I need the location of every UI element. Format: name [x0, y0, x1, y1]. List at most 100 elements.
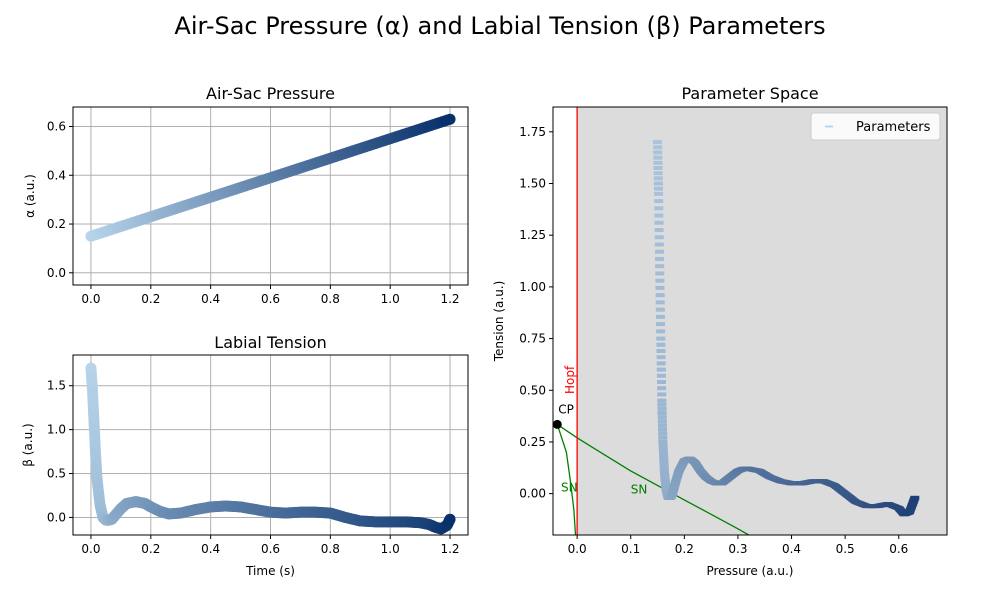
parameter-space-xtick-label: 0.4 [782, 542, 801, 556]
pressure-xtick-label: 0.6 [261, 292, 280, 306]
parameter-point [656, 373, 666, 378]
parameter-point [655, 314, 665, 319]
tension-xtick-label: 0.8 [321, 542, 340, 556]
legend: Parameters [810, 112, 941, 141]
parameter-point [659, 455, 669, 460]
parameter-point [910, 495, 920, 500]
tension-ytick-label: 1.5 [47, 379, 66, 393]
parameter-point [653, 171, 663, 176]
parameter-point [659, 452, 669, 457]
parameter-point [656, 336, 666, 341]
parameter-point [656, 361, 666, 366]
parameter-point [653, 145, 663, 150]
parameter-point [653, 160, 663, 165]
parameter-point [658, 446, 668, 451]
tension-title: Labial Tension [214, 333, 326, 352]
pressure-points [85, 113, 456, 242]
parameter-space-ytick-label: 1.00 [519, 280, 546, 294]
parameter-space-xtick-label: 0.3 [728, 542, 747, 556]
parameter-point [658, 449, 668, 454]
tension-xtick-label: 0.2 [141, 542, 160, 556]
pressure-ytick-label: 0.0 [47, 266, 66, 280]
parameter-point [654, 191, 664, 196]
parameter-point [659, 467, 669, 472]
parameter-point [653, 176, 663, 181]
pressure-ticks: 0.0 0.2 0.4 0.6 0.8 1.0 1.2 0.0 0.2 0.4 0.6 [47, 120, 460, 306]
parameter-point [658, 439, 668, 444]
parameter-space-xtick-label: 0.2 [675, 542, 694, 556]
parameter-space-ytick-label: 0.75 [519, 332, 546, 346]
parameter-point [657, 419, 667, 424]
tension-ylabel: β (a.u.) [21, 423, 35, 466]
parameter-space-axes-frame [552, 106, 948, 536]
pressure-panel: Air-Sac Pressure 0.0 0.2 0.4 0.6 0.8 1.0 1.20.… [23, 84, 469, 306]
tension-xtick-label: 1.0 [381, 542, 400, 556]
parameter-point [653, 150, 663, 155]
parameter-point [656, 348, 666, 353]
parameter-point [654, 199, 664, 204]
parameter-space-ylabel: Tension (a.u.) [492, 281, 506, 363]
pressure-ytick-label: 0.2 [47, 217, 66, 231]
parameter-point [657, 415, 667, 420]
cp-label: CP [558, 402, 574, 416]
sn-left-curve [556, 424, 577, 535]
parameter-space-ticks: 0.0 0.1 0.2 0.3 0.4 0.5 0.6 0.00 0.25 0.50 0.75 1.0… [519, 125, 908, 556]
parameter-point [659, 458, 669, 463]
parameter-point [657, 402, 667, 407]
parameter-point [657, 398, 667, 403]
pressure-xtick-label: 0.4 [201, 292, 220, 306]
parameter-point [654, 220, 664, 225]
parameter-point [656, 329, 666, 334]
parameter-space-ytick-label: 0.50 [519, 383, 546, 397]
parameter-point [657, 423, 667, 428]
parameter-space-panel: Parameter Space CP Hopf SN SN 0.0 0.1 0.2 0.3 0… [492, 84, 948, 578]
tension-ytick-label: 1.0 [47, 423, 66, 437]
parameter-point [658, 443, 668, 448]
parameter-space-xtick-label: 0.0 [568, 542, 587, 556]
parameter-point [658, 431, 668, 436]
parameter-space-xtick-label: 0.1 [621, 542, 640, 556]
parameter-space-xtick-label: 0.6 [889, 542, 908, 556]
parameter-point [656, 379, 666, 384]
parameter-space-ytick-label: 0.25 [519, 435, 546, 449]
parameter-point [654, 235, 664, 240]
tension-ticks: 0.0 0.2 0.4 0.6 0.8 1.0 1.2 0.0 0.5 1.0 1.5 [47, 379, 460, 556]
cp-point [552, 419, 562, 429]
tension-ytick-label: 0.0 [47, 510, 66, 524]
parameter-point [654, 249, 664, 254]
parameter-point [655, 307, 665, 312]
tension-points [85, 362, 456, 535]
parameter-point [657, 392, 667, 397]
parameter-point [657, 411, 667, 416]
sn-right-label: SN [631, 483, 648, 497]
sn-left-label: SN [561, 481, 578, 495]
parameter-point [653, 165, 663, 170]
parameter-space-ytick-label: 1.25 [519, 228, 546, 242]
bifurcation-curves [556, 107, 750, 535]
legend-label: Parameters [856, 120, 931, 135]
parameter-point [658, 435, 668, 440]
parameter-point [653, 186, 663, 191]
parameter-point [654, 242, 664, 247]
parameter-point [657, 386, 667, 391]
tension-xlabel: Time (s) [245, 564, 295, 578]
tension-panel: Labial Tension 0.0 0.2 0.4 0.6 0.8 1.0 1.20.00… [21, 333, 469, 578]
parameter-point [655, 300, 665, 305]
hopf-label: Hopf [563, 365, 577, 394]
pressure-xtick-label: 1.2 [440, 292, 459, 306]
parameter-point [655, 285, 665, 290]
parameter-point [653, 155, 663, 160]
parameter-point [654, 213, 664, 218]
pressure-xtick-label: 0.2 [141, 292, 160, 306]
pressure-point [444, 113, 456, 125]
parameter-point [653, 181, 663, 186]
parameter-point [653, 140, 663, 145]
tension-xtick-label: 0.4 [201, 542, 220, 556]
pressure-ytick-label: 0.6 [47, 120, 66, 134]
parameter-space-title: Parameter Space [681, 84, 818, 103]
figure-title: Air-Sac Pressure (α) and Labial Tension … [174, 12, 825, 40]
tension-xtick-label: 0.6 [261, 542, 280, 556]
parameter-space-xlabel: Pressure (a.u.) [706, 564, 793, 578]
parameter-point [655, 271, 665, 276]
